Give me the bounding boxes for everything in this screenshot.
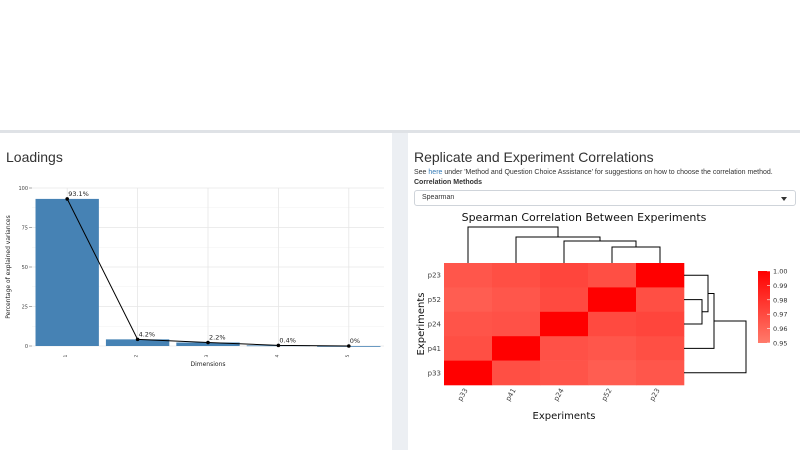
heatmap-cell [492,287,541,313]
variance-point [206,340,210,345]
legend-tick-label: 0.98 [773,296,787,304]
bar-1 [35,198,99,346]
legend-tick-label: 0.97 [773,311,787,319]
heatmap-cell [636,287,685,313]
heatmap-cell [444,287,493,313]
y-tick-label: 25 [22,305,28,311]
y-tick-label: p23 [428,272,441,280]
x-tick-label: 1 [63,354,69,357]
heatmap-cell [588,311,637,337]
column-dendrogram-branch [563,240,637,263]
x-tick-label: 3 [204,354,210,357]
selected-method: Spearman [422,194,455,201]
variance-point [65,197,69,201]
bar-2 [105,339,170,346]
top-divider [0,130,800,133]
variance-point [135,337,140,342]
y-tick-label: p33 [428,369,441,377]
heatmap-cell [540,360,589,386]
correlation-methods-label: Correlation Methods [414,179,483,186]
data-label: 0.4% [279,336,296,344]
heatmap-cell [540,336,589,361]
x-tick-label: p41 [504,387,518,403]
heatmap-cell [636,263,685,288]
heatmap-cell [636,360,685,386]
help-link[interactable]: here [428,169,443,176]
heatmap-cell [540,263,589,288]
legend-colorbar [758,271,770,343]
legend-tick-label: 0.99 [773,282,787,290]
correlation-method-select[interactable]: Spearman [414,190,796,206]
panel-gutter [392,133,408,450]
y-tick-label: 100 [18,186,28,192]
heatmap-cell [444,311,493,337]
x-tick-label: p23 [648,387,662,403]
correlations-title: Replicate and Experiment Correlations [414,149,654,165]
heatmap-cell [444,336,493,361]
chevron-down-icon [781,197,787,201]
heatmap-cell [540,287,589,313]
info-text: See here under 'Method and Question Choi… [414,169,773,176]
heatmap-cell [492,311,541,337]
row-dendrogram-branch [684,299,703,325]
heatmap-cell [588,336,637,361]
column-dendrogram-branch [611,246,661,263]
heatmap-cell [636,336,685,361]
y-axis-label: Percentage of explained variances [5,215,12,318]
x-tick-label: 5 [345,354,351,357]
y-tick-label: p52 [428,296,441,304]
heatmap-cell [588,287,637,313]
legend-tick-label: 0.96 [773,325,787,333]
top-blank-area [0,0,800,130]
loadings-chart: 0 25 50 75 100 93.1% 4.2% 2.2% 0.4% 0% 1 2 3 4 5 Dimens… [5,186,384,368]
y-axis-label: Experiments [416,293,427,356]
info-prefix: See [414,169,429,176]
x-tick-label: p52 [600,387,614,403]
column-dendrogram-branch [467,226,559,263]
heatmap-cell [492,263,541,288]
heatmap-cell [588,263,637,288]
heatmap-cell [492,360,541,386]
row-dendrogram-branch [684,293,715,349]
correlation-heatmap: Spearman Correlation Between Experiments… [416,211,787,422]
x-tick-label: 2 [134,354,140,357]
heatmap-cell [636,311,685,337]
data-label: 0% [350,337,360,345]
variance-point [347,344,351,348]
loadings-title: Loadings [6,149,63,165]
y-tick-label: p41 [428,345,441,353]
row-dendrogram-branch [684,320,747,374]
heatmap-title: Spearman Correlation Between Experiments [462,211,707,224]
variance-point [276,343,281,348]
x-tick-label: p33 [456,387,470,403]
data-label: 2.2% [209,334,226,342]
info-suffix: under 'Method and Question Choice Assist… [442,169,773,176]
heatmap-cell [588,360,637,386]
heatmap-cell [444,360,493,386]
legend-tick-label: 1.00 [773,268,787,276]
heatmap-cell [492,336,541,361]
x-axis-label: Dimensions [190,361,225,368]
y-tick-label: 75 [22,226,28,232]
data-label: 4.2% [139,330,156,338]
y-tick-label: 50 [22,265,28,271]
x-tick-label: p24 [552,387,566,403]
x-axis-label: Experiments [533,411,596,422]
heatmap-cell [444,263,493,288]
legend-tick-label: 0.95 [773,340,787,348]
heatmap-cell [540,311,589,337]
y-tick-label: 0 [25,344,28,350]
loadings-panel: Loadings 0 25 50 75 100 93.1% 4.2% 2.2% 0.4% 0% 1 2… [0,133,392,450]
row-dendrogram-branch [684,274,709,313]
x-tick-label: 4 [274,354,280,357]
y-tick-label: p24 [428,321,442,329]
correlations-panel: Replicate and Experiment Correlations Se… [408,133,800,450]
data-label: 93.1% [68,190,89,198]
